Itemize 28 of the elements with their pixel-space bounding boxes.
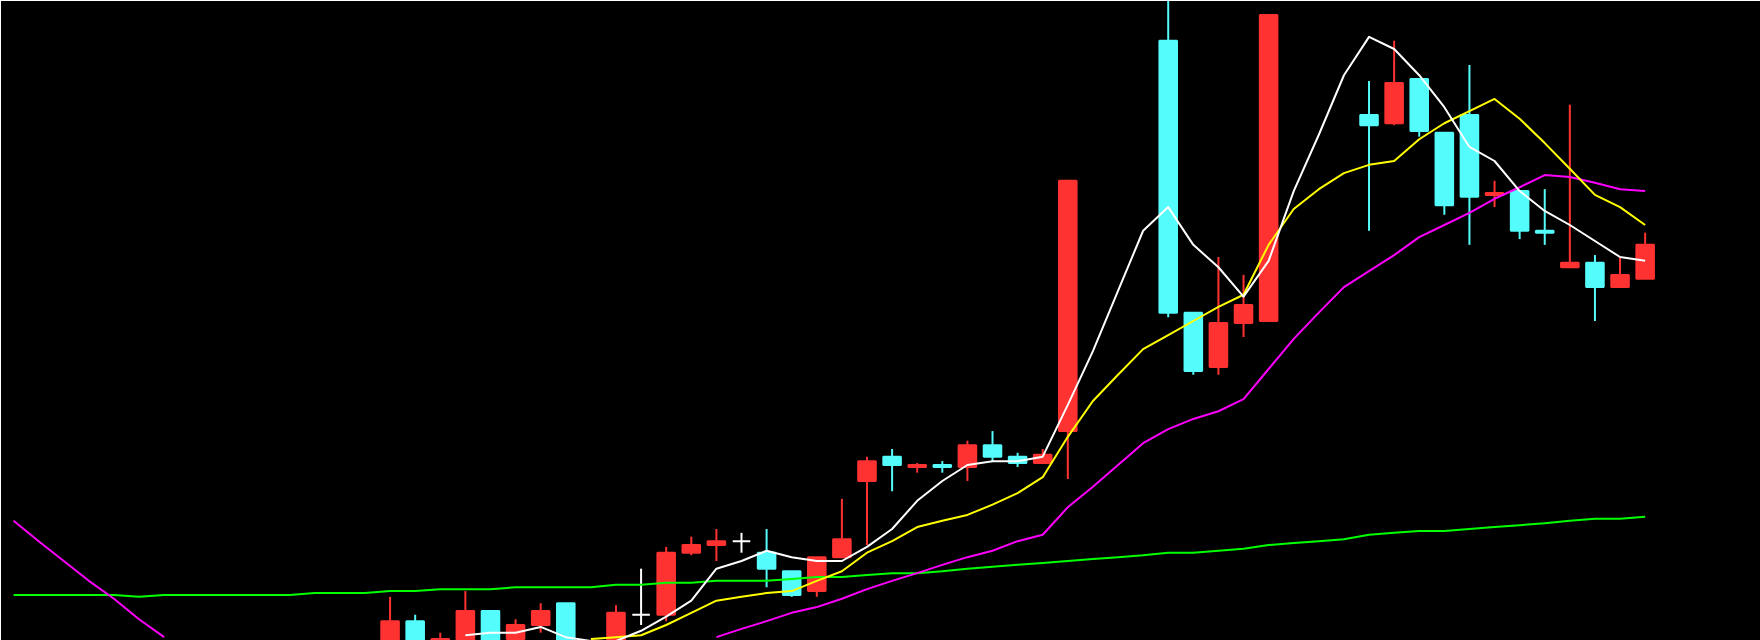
candlestick [1233, 273, 1254, 338]
candlestick [1560, 103, 1580, 269]
candlestick [1208, 256, 1229, 376]
candlestick [982, 430, 1003, 463]
candlestick [1484, 179, 1505, 209]
candlestick [832, 497, 852, 559]
candlestick [480, 609, 501, 640]
candlestick [957, 439, 978, 482]
candlestick [1509, 190, 1530, 241]
candlestick [405, 613, 425, 640]
candlestick [631, 567, 651, 626]
candlestick [380, 595, 400, 640]
candlestick [681, 535, 702, 557]
candlestick [731, 531, 752, 554]
candlestick [1585, 254, 1605, 322]
candlestick [882, 448, 902, 493]
candlestick [1384, 39, 1404, 127]
candlestick [1610, 256, 1630, 289]
candlestick [530, 602, 551, 634]
candlestick [706, 528, 727, 562]
candlestick [857, 455, 877, 546]
candlestick [556, 602, 576, 640]
candlestick [455, 590, 476, 640]
candlestick [1534, 188, 1555, 246]
candlestick [1359, 80, 1379, 232]
candlestick [606, 604, 626, 640]
candlestick [756, 528, 777, 589]
candlestick [1635, 231, 1655, 280]
